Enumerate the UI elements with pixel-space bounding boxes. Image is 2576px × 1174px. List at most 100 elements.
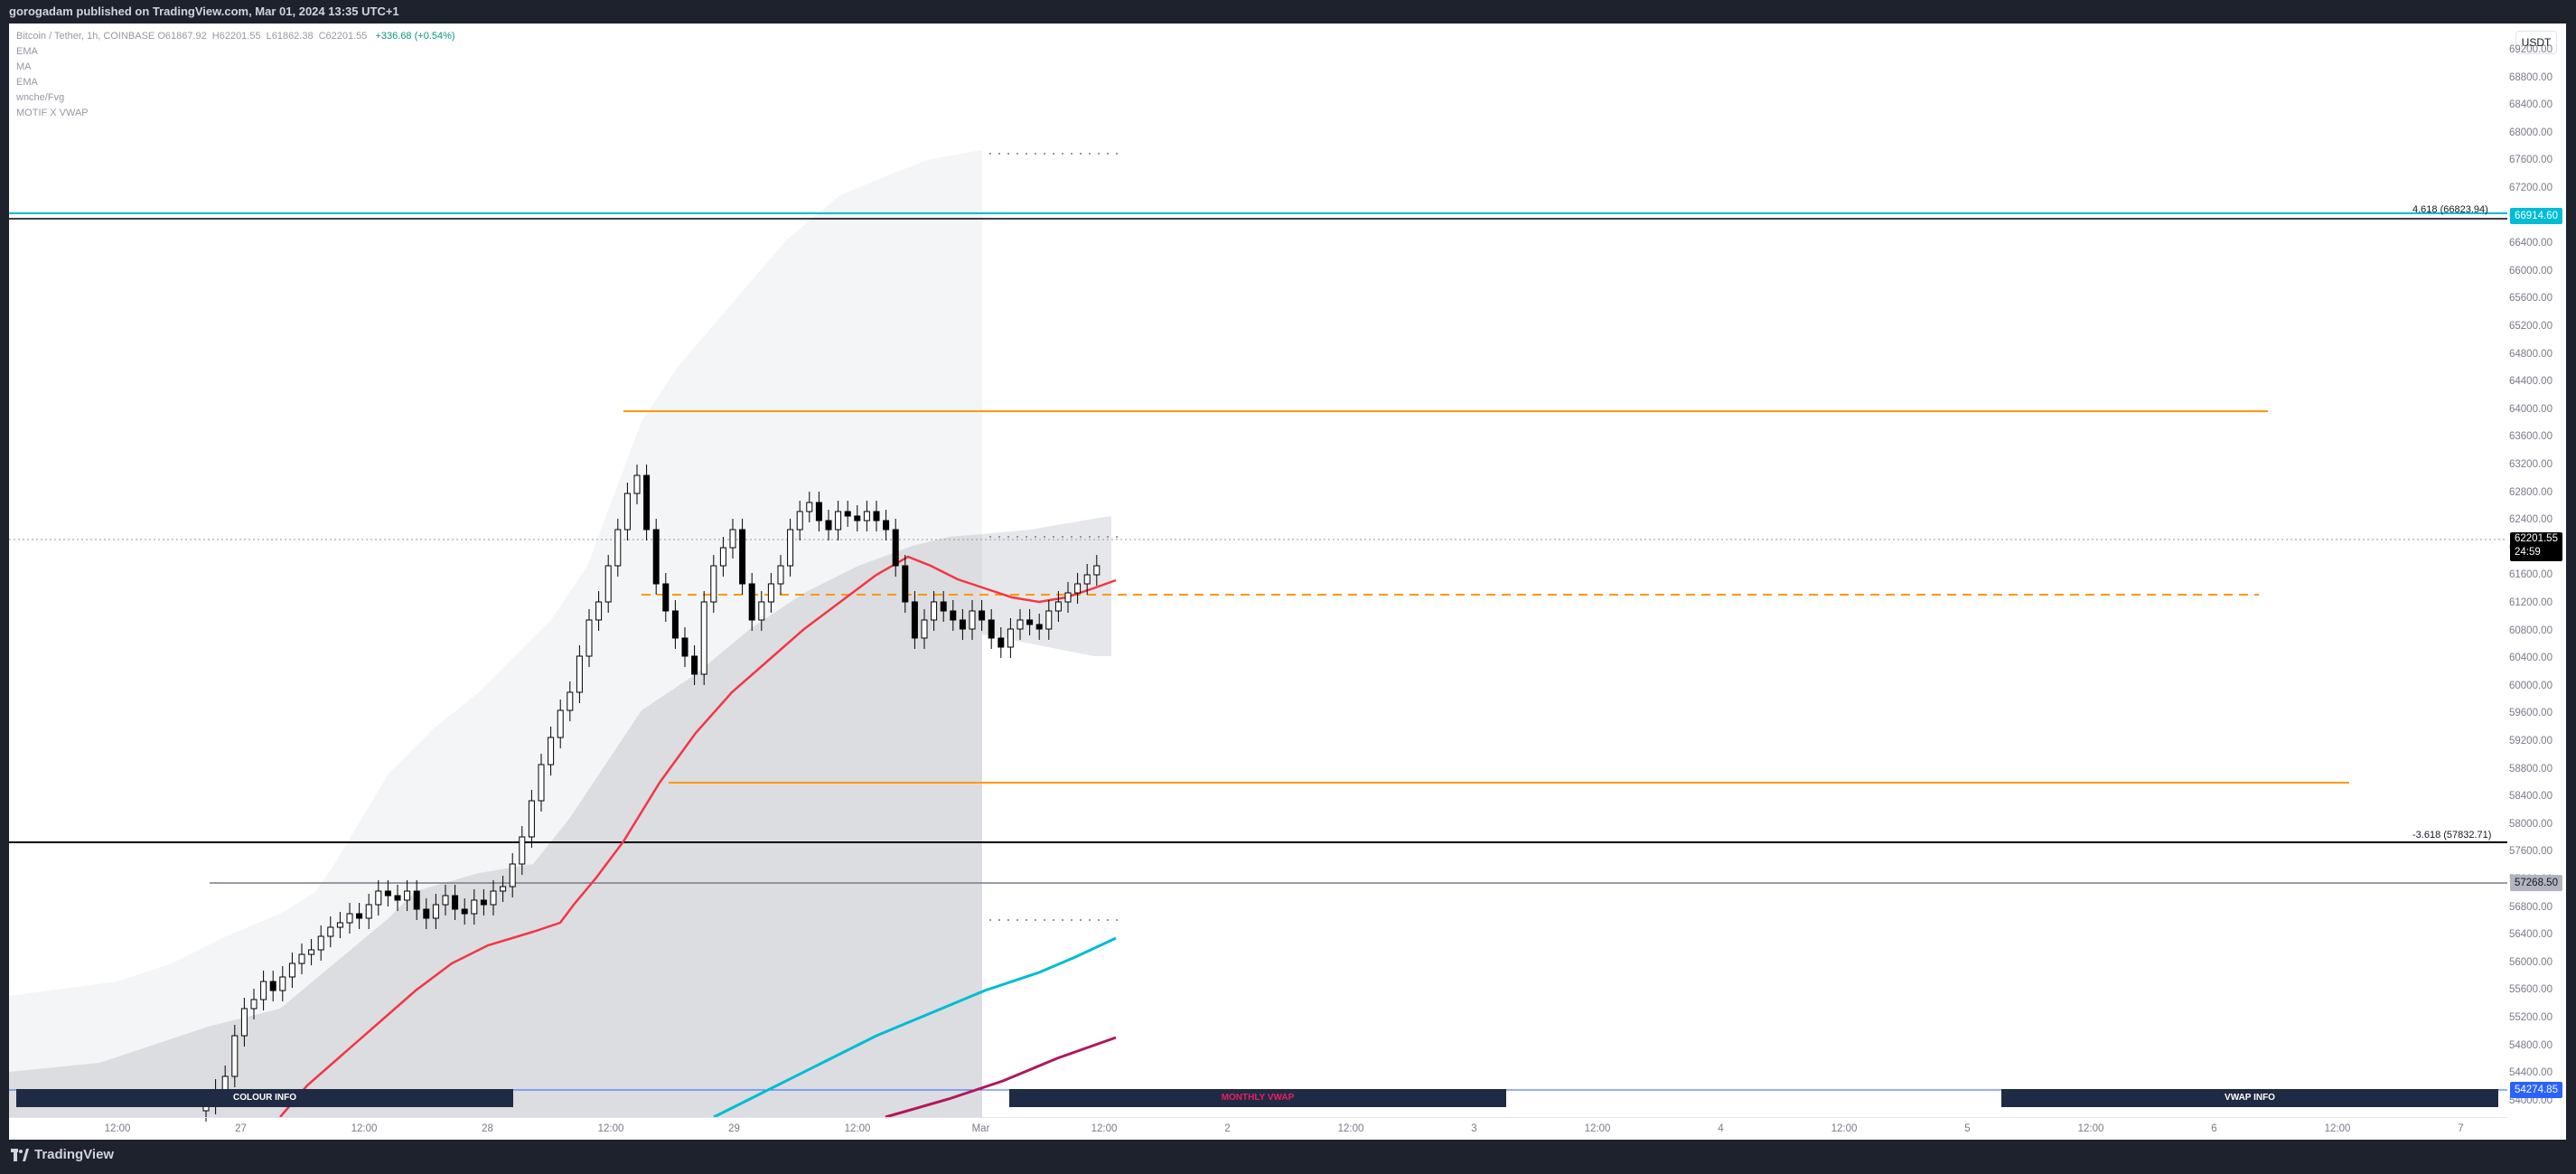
candle-up: [327, 926, 334, 937]
candle-up: [719, 547, 726, 567]
candle-up: [623, 493, 631, 531]
indicator-item[interactable]: MA: [16, 61, 32, 72]
candle-up: [404, 890, 411, 901]
price-tick: 54400.00: [2509, 1067, 2553, 1079]
chart-legend[interactable]: Bitcoin / Tether, 1h, COINBASE O61867.92…: [16, 29, 455, 121]
colour-info-button[interactable]: COLOUR INFO: [16, 1089, 513, 1107]
indicator-list[interactable]: EMA MA EMA wnche/Fvg MOTIF X VWAP: [16, 44, 455, 121]
candle-up: [1074, 583, 1082, 594]
fib-upper-label: 4.618 (66823.94): [2412, 204, 2488, 215]
candle-up: [240, 1008, 248, 1037]
chart-canvas[interactable]: [9, 23, 2566, 1140]
time-tick: 12:00: [597, 1123, 624, 1134]
candle-down: [854, 515, 861, 521]
candle-up: [758, 601, 765, 621]
price-tick: 59200.00: [2509, 736, 2553, 747]
candle-down: [269, 981, 276, 991]
candle-down: [1026, 619, 1034, 625]
price-tick: 56800.00: [2509, 901, 2553, 913]
candle-up: [346, 913, 353, 924]
price-tick: 63200.00: [2509, 459, 2553, 470]
candle-up: [509, 863, 516, 888]
candle-up: [279, 976, 286, 991]
candle-down: [873, 511, 880, 521]
price-tick: 65200.00: [2509, 321, 2553, 332]
price-change: +336.68 (+0.54%): [375, 31, 455, 42]
price-tick: 67200.00: [2509, 183, 2553, 193]
price-tick: 65600.00: [2509, 293, 2553, 305]
candle-up: [1007, 628, 1014, 648]
candles-group[interactable]: [202, 465, 1101, 1122]
indicator-item[interactable]: MOTIF X VWAP: [16, 108, 89, 118]
price-tick: 55200.00: [2509, 1012, 2553, 1023]
price-tick: 66400.00: [2509, 238, 2553, 249]
indicator-item[interactable]: EMA: [16, 46, 38, 57]
time-tick: 29: [728, 1123, 740, 1134]
tradingview-brand[interactable]: TradingView: [11, 1147, 114, 1162]
candle-up: [931, 601, 938, 621]
candle-up: [787, 529, 794, 567]
candle-up: [538, 764, 545, 802]
ema-red-line: [279, 555, 1117, 1118]
time-axis[interactable]: 12:00 27 12:00 28 12:00 29 12:00 Mar 12:00 2 12:00…: [9, 1117, 2507, 1140]
candle-up: [777, 565, 784, 585]
time-tick: 28: [482, 1123, 493, 1134]
price-tick: 57600.00: [2509, 846, 2553, 858]
time-tick: 12:00: [1584, 1123, 1611, 1134]
monthly-vwap-button[interactable]: MONTHLY VWAP: [1009, 1089, 1506, 1107]
candle-up: [585, 619, 593, 657]
fib-lower-label: -3.618 (57832.71): [2412, 830, 2492, 841]
currency-button[interactable]: USDT: [2515, 31, 2557, 54]
time-tick: 12:00: [1337, 1123, 1364, 1134]
price-axis[interactable]: 69200.00 68800.00 68400.00 68000.00 67600.00…: [2507, 23, 2566, 1117]
bar-countdown: 24:59: [2515, 547, 2541, 558]
candle-down: [825, 520, 832, 531]
price-tick: 55600.00: [2509, 984, 2553, 996]
candle-up: [796, 511, 803, 531]
chart-area[interactable]: Bitcoin / Tether, 1h, COINBASE O61867.92…: [9, 23, 2566, 1140]
candle-up: [604, 565, 612, 603]
indicator-item[interactable]: EMA: [16, 77, 38, 88]
indicator-item[interactable]: wnche/Fvg: [16, 92, 65, 103]
price-tick: 63600.00: [2509, 431, 2553, 443]
candle-down: [815, 502, 822, 521]
price-tick: 54800.00: [2509, 1039, 2553, 1051]
candle-up: [710, 565, 717, 603]
candle-down: [883, 520, 890, 531]
publish-header: gorogadam published on TradingView.com, …: [0, 0, 2576, 23]
candle-up: [471, 899, 478, 915]
ema-cyan-line: [713, 936, 1117, 1119]
candle-down: [423, 908, 430, 919]
candle-up: [1083, 574, 1091, 585]
candle-up: [595, 601, 603, 621]
vwap-info-button[interactable]: VWAP INFO: [2001, 1089, 2498, 1107]
candle-down: [452, 895, 459, 910]
candle-down: [1035, 624, 1043, 630]
candle-up: [863, 511, 870, 521]
symbol-title[interactable]: Bitcoin / Tether, 1h, COINBASE: [16, 31, 155, 42]
price-tick: 56400.00: [2509, 929, 2553, 941]
candle-down: [911, 601, 918, 639]
time-tick: 12:00: [351, 1123, 378, 1134]
candle-up: [1093, 565, 1101, 576]
candle-up: [806, 502, 813, 512]
candle-up: [288, 963, 295, 978]
candle-up: [365, 904, 372, 919]
price-tick: 66000.00: [2509, 265, 2553, 277]
price-tick: 69200.00: [2509, 44, 2553, 55]
price-tick: 56000.00: [2509, 956, 2553, 968]
candle-up: [528, 800, 535, 838]
fib-top-price-tag: 66914.60: [2510, 208, 2562, 224]
candle-down: [356, 913, 363, 919]
candle-up: [250, 999, 258, 1010]
ohlc-o: O61867.92: [157, 31, 207, 42]
candle-up: [1064, 592, 1072, 603]
candle-down: [748, 583, 755, 621]
candle-down: [739, 529, 746, 585]
time-tick: Mar: [971, 1123, 990, 1134]
price-tick: 60800.00: [2509, 625, 2553, 636]
candle-up: [633, 474, 641, 494]
candle-up: [548, 737, 555, 765]
candle-down: [998, 637, 1005, 648]
time-tick: 27: [235, 1123, 247, 1134]
